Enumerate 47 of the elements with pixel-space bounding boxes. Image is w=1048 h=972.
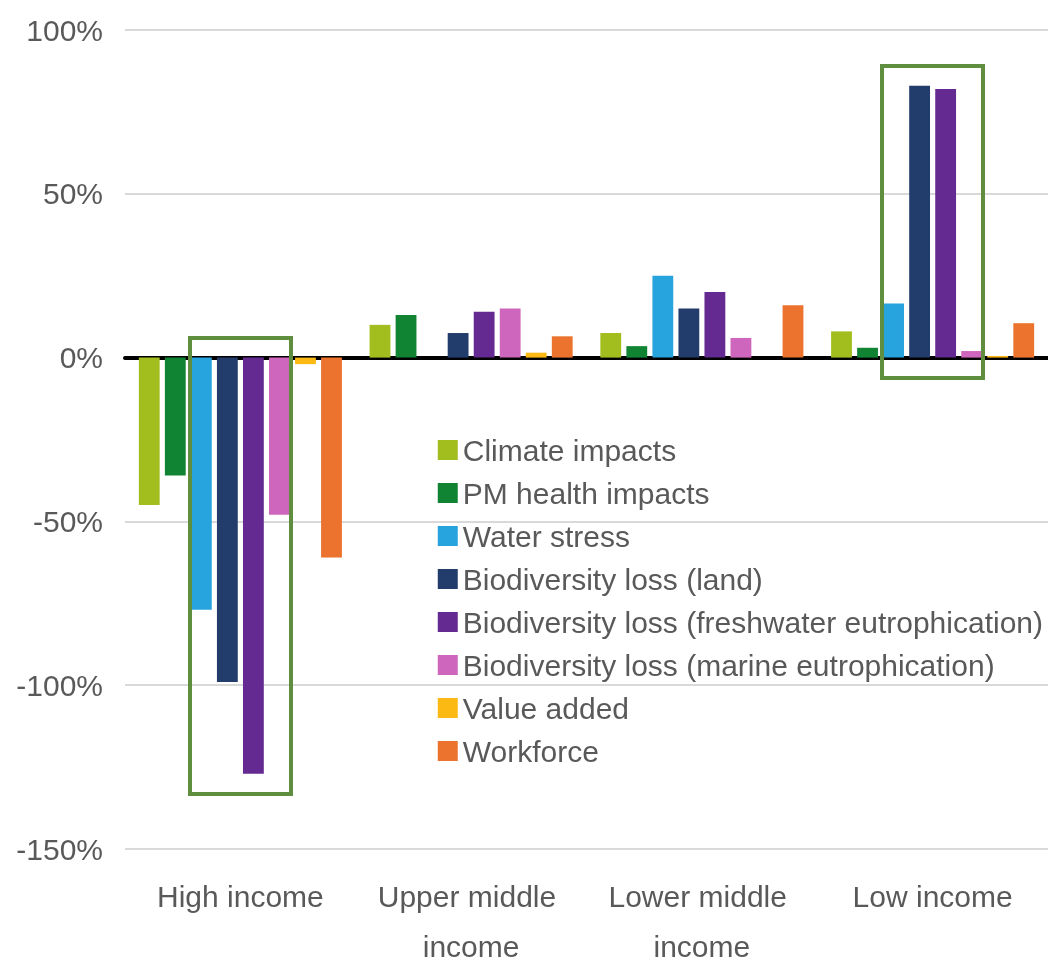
y-tick-label: 0%: [59, 341, 103, 375]
legend-label: Climate impacts: [462, 433, 677, 467]
bar: [242, 357, 264, 774]
bar: [321, 357, 342, 558]
bar: [164, 357, 186, 476]
x-tick-label: Low income: [852, 879, 1013, 913]
legend-label: Biodiversity loss (land): [462, 562, 763, 596]
bar: [138, 357, 160, 506]
legend-label: Biodiversity loss (marine eutrophication): [462, 648, 995, 682]
bar: [190, 357, 212, 610]
y-tick-label: -100%: [16, 668, 103, 702]
y-tick-label: 100%: [26, 13, 103, 47]
bar: [678, 308, 700, 358]
bar: [883, 303, 904, 358]
x-tick-label: Upper middle income: [377, 879, 565, 963]
y-tick-label: 50%: [42, 177, 103, 211]
bar: [473, 311, 495, 358]
bar: [935, 88, 957, 358]
legend-label: Biodiversity loss (freshwater eutrophication): [462, 605, 1044, 639]
bar: [395, 315, 417, 358]
legend-label: Water stress: [462, 519, 631, 553]
y-tick-label: -150%: [16, 832, 103, 866]
bar: [831, 331, 852, 358]
legend-label: Value added: [462, 691, 630, 725]
bar: [909, 85, 931, 358]
bar: [525, 352, 547, 358]
x-tick-label: Lower middle income: [608, 879, 796, 963]
bar: [652, 275, 674, 358]
legend-label: PM health impacts: [462, 476, 710, 510]
bar: [730, 337, 752, 358]
y-tick-label: -50%: [32, 504, 103, 538]
legend-label: Workforce: [462, 734, 599, 768]
bar: [269, 357, 290, 515]
bar: [216, 357, 238, 682]
bar: [782, 305, 804, 358]
bar: [551, 336, 573, 358]
bar: [961, 351, 983, 358]
bar: [295, 357, 316, 365]
x-tick-label: High income: [157, 879, 324, 913]
bar: [369, 324, 391, 358]
bar: [1013, 323, 1035, 358]
bar: [626, 346, 648, 358]
bar: [857, 347, 878, 358]
bar: [447, 333, 469, 358]
bar: [704, 292, 726, 358]
bar: [499, 308, 521, 358]
bar: [600, 333, 622, 358]
